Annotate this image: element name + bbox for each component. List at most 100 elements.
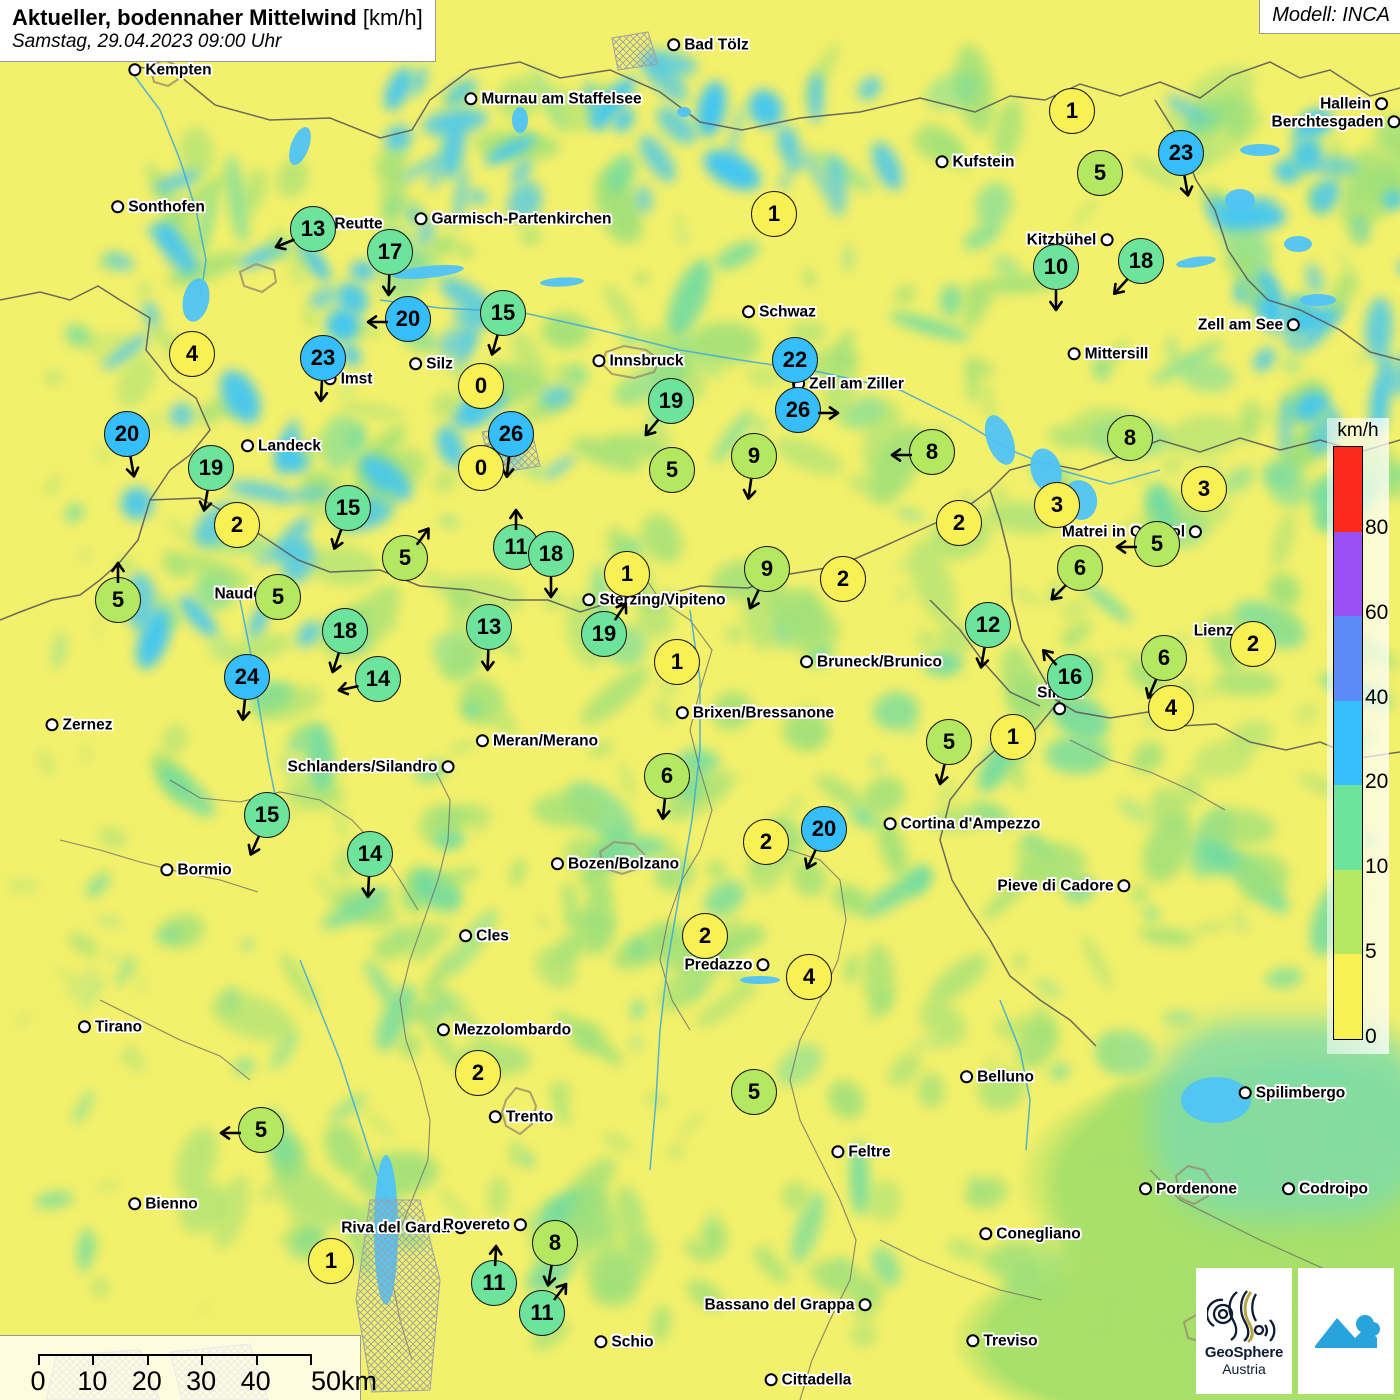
wind-speed-bubble: 12	[965, 602, 1011, 648]
city-label: Predazzo	[684, 956, 753, 974]
wind-station-marker: 8	[890, 429, 955, 475]
wind-speed-value: 5	[747, 1079, 761, 1104]
wind-station-marker: 15	[480, 290, 526, 356]
wind-station-marker: 5	[926, 719, 972, 786]
legend-color-segment	[1334, 869, 1362, 955]
scale-bar-label: 0	[30, 1366, 46, 1396]
partner-logo	[1298, 1268, 1394, 1394]
city-marker: Brixen/Bressanone	[675, 705, 834, 721]
wind-speed-bubble: 2	[936, 500, 982, 546]
wind-speed-value: 11	[504, 534, 528, 559]
wind-station-marker: 5	[219, 1107, 284, 1153]
city-label: Riva del Garda	[341, 1219, 450, 1237]
legend-color-segment	[1334, 616, 1362, 701]
city-label: Conegliano	[996, 1225, 1081, 1243]
city-marker: Landeck	[241, 438, 321, 454]
city-marker: Zell am See	[1198, 317, 1301, 333]
city-label: Reutte	[334, 215, 383, 233]
wind-station-marker: 20	[801, 806, 847, 870]
wind-speed-value: 18	[1128, 248, 1154, 273]
wind-speed-bubble: 2	[214, 502, 260, 548]
city-dot-icon	[756, 958, 770, 972]
wind-speed-value: 19	[658, 388, 684, 413]
city-marker: Meran/Merano	[475, 733, 598, 749]
city-marker: Mezzolombardo	[436, 1022, 571, 1038]
wind-speed-bubble: 4	[169, 331, 215, 377]
city-dot-icon	[1238, 1086, 1252, 1100]
city-label: Cittadella	[781, 1371, 852, 1389]
city-dot-icon	[1387, 115, 1400, 129]
wind-station-marker: 1	[604, 551, 650, 597]
scale-bar-tick	[38, 1354, 40, 1365]
wind-speed-bubble: 4	[1148, 685, 1194, 731]
wind-speed-bubble: 8	[1107, 415, 1153, 461]
geosphere-logo-line2: Austria	[1222, 1360, 1266, 1377]
wind-station-marker: 16	[1041, 648, 1093, 700]
city-marker: Berchtesgaden	[1272, 114, 1400, 130]
wind-speed-value: 6	[1073, 555, 1087, 580]
city-label: Berchtesgaden	[1271, 113, 1384, 131]
wind-station-marker: 5	[1115, 521, 1180, 567]
wind-speed-value: 20	[811, 816, 837, 841]
wind-speed-value: 14	[357, 841, 383, 866]
wind-speed-bubble: 5	[238, 1107, 284, 1153]
city-dot-icon	[800, 655, 814, 669]
title-panel: Aktueller, bodennaher Mittelwind [km/h] …	[0, 0, 436, 63]
wind-speed-value: 26	[785, 397, 811, 422]
scale-bar-label: 20	[131, 1366, 162, 1396]
city-marker: Kitzbühel	[1027, 232, 1114, 248]
city-label: Bienno	[145, 1195, 198, 1213]
city-label: Bad Tölz	[684, 36, 749, 54]
wind-speed-value: 8	[548, 1230, 562, 1255]
city-marker: Zernez	[45, 717, 112, 733]
wind-station-marker: 5	[1077, 150, 1123, 196]
wind-station-marker: 26	[775, 387, 840, 433]
city-label: Schlanders/Silandro	[287, 758, 438, 776]
city-dot-icon	[441, 760, 455, 774]
city-dot-icon	[764, 1373, 778, 1387]
wind-station-marker: 19	[644, 378, 694, 437]
wind-speed-bubble: 5	[649, 447, 695, 493]
city-label: Kempten	[145, 61, 212, 79]
legend-tick-label: 20	[1365, 770, 1389, 794]
wind-station-marker: 6	[644, 753, 690, 821]
city-marker: Tirano	[77, 1019, 142, 1035]
city-marker: Bruneck/Brunico	[800, 654, 942, 670]
wind-speed-value: 2	[759, 829, 773, 854]
scale-bar-tick	[146, 1354, 149, 1365]
city-label: Garmisch-Partenkirchen	[431, 210, 612, 228]
city-label: Imst	[340, 370, 373, 388]
wind-speed-value: 12	[975, 612, 1001, 637]
city-marker: Codroipo	[1282, 1181, 1368, 1197]
city-label: Feltre	[848, 1143, 891, 1161]
title-main-text: Aktueller, bodennaher Mittelwind	[12, 5, 357, 30]
city-marker: Innsbruck	[592, 353, 684, 369]
title-subtitle: Samstag, 29.04.2023 09:00 Uhr	[12, 31, 282, 53]
wind-speed-value: 26	[498, 421, 524, 446]
wind-speed-bubble: 14	[355, 656, 401, 702]
mountain-cloud-icon	[1315, 1315, 1380, 1348]
wind-station-marker: 4	[786, 954, 832, 1000]
city-dot-icon	[667, 38, 681, 52]
wind-station-marker: 5	[649, 447, 695, 493]
legend-tick-label: 60	[1365, 600, 1389, 624]
logo-group: GeoSphere Austria	[1196, 1268, 1394, 1394]
wind-station-marker: 11	[519, 1282, 568, 1336]
wind-speed-bubble: 5	[95, 577, 141, 623]
wind-station-marker: 19	[581, 602, 628, 657]
wind-speed-bubble: 19	[581, 611, 627, 657]
wind-speed-value: 19	[591, 621, 617, 646]
wind-speed-value: 2	[471, 1060, 485, 1085]
city-marker: Schwaz	[742, 304, 816, 320]
wind-speed-bubble: 18	[528, 531, 574, 577]
wind-speed-bubble: 0	[458, 363, 504, 409]
city-label: Bassano del Grappa	[704, 1296, 855, 1314]
city-marker: Trento	[488, 1109, 553, 1125]
city-marker: Silz	[409, 356, 453, 372]
scale-bar-tick	[255, 1354, 258, 1365]
wind-station-marker: 2	[455, 1050, 501, 1096]
wind-speed-value: 1	[1006, 724, 1020, 749]
city-label: Bozen/Bolzano	[567, 855, 680, 873]
city-dot-icon	[77, 1020, 91, 1034]
